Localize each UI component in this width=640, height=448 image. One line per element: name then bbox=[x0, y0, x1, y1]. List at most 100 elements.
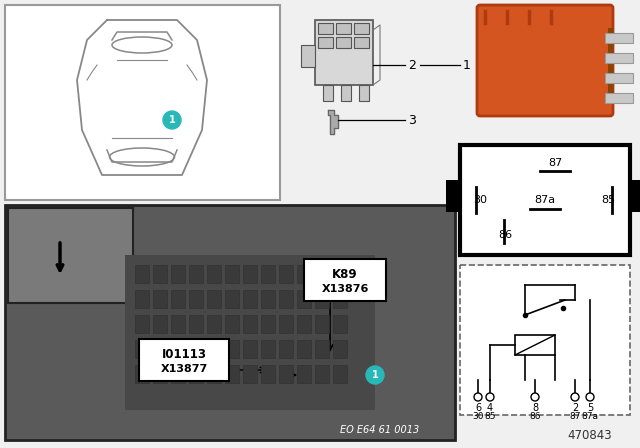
Text: 5: 5 bbox=[587, 403, 593, 413]
Bar bbox=[359, 85, 369, 101]
Bar bbox=[261, 265, 275, 283]
Bar bbox=[297, 315, 311, 333]
Bar bbox=[225, 340, 239, 358]
Bar bbox=[171, 290, 185, 308]
Bar bbox=[315, 365, 329, 383]
Circle shape bbox=[586, 393, 594, 401]
Bar bbox=[207, 340, 221, 358]
Bar bbox=[261, 340, 275, 358]
Bar bbox=[171, 365, 185, 383]
Bar bbox=[153, 340, 167, 358]
Bar bbox=[333, 340, 347, 358]
Bar bbox=[153, 265, 167, 283]
Text: 30: 30 bbox=[473, 195, 487, 205]
Bar bbox=[5, 5, 280, 200]
Bar bbox=[225, 365, 239, 383]
Bar bbox=[207, 290, 221, 308]
Bar bbox=[315, 265, 329, 283]
Bar bbox=[318, 23, 333, 34]
Text: 1: 1 bbox=[372, 370, 378, 380]
Circle shape bbox=[366, 366, 384, 384]
Bar bbox=[135, 340, 149, 358]
Bar bbox=[135, 315, 149, 333]
Text: K89: K89 bbox=[332, 267, 358, 280]
Text: I01113: I01113 bbox=[161, 348, 207, 361]
Text: 2: 2 bbox=[572, 403, 578, 413]
Text: 87a: 87a bbox=[534, 195, 556, 205]
Bar bbox=[225, 315, 239, 333]
Bar bbox=[261, 365, 275, 383]
Circle shape bbox=[531, 393, 539, 401]
Bar bbox=[153, 365, 167, 383]
Bar bbox=[171, 340, 185, 358]
Circle shape bbox=[486, 393, 494, 401]
Bar bbox=[153, 315, 167, 333]
Text: 85: 85 bbox=[484, 412, 496, 421]
Bar bbox=[261, 290, 275, 308]
Text: 87: 87 bbox=[569, 412, 580, 421]
Bar bbox=[605, 73, 633, 83]
Bar bbox=[153, 290, 167, 308]
Text: X13877: X13877 bbox=[161, 364, 207, 374]
FancyBboxPatch shape bbox=[477, 5, 613, 116]
Bar bbox=[333, 265, 347, 283]
Text: 470843: 470843 bbox=[568, 428, 612, 441]
Bar bbox=[446, 180, 462, 212]
Text: 87a: 87a bbox=[582, 412, 598, 421]
Bar bbox=[125, 255, 375, 410]
Bar bbox=[323, 85, 333, 101]
Bar bbox=[333, 290, 347, 308]
Bar bbox=[605, 33, 633, 43]
Text: 6: 6 bbox=[475, 403, 481, 413]
Bar bbox=[207, 365, 221, 383]
Bar bbox=[336, 37, 351, 48]
Bar bbox=[460, 145, 630, 255]
Bar bbox=[333, 315, 347, 333]
Bar bbox=[135, 290, 149, 308]
Circle shape bbox=[163, 111, 181, 129]
Bar bbox=[279, 265, 293, 283]
Text: EO E64 61 0013: EO E64 61 0013 bbox=[340, 425, 420, 435]
Text: 86: 86 bbox=[529, 412, 541, 421]
Bar bbox=[279, 315, 293, 333]
Bar bbox=[189, 340, 203, 358]
Bar bbox=[315, 20, 373, 85]
Bar bbox=[189, 290, 203, 308]
Circle shape bbox=[474, 393, 482, 401]
Bar bbox=[207, 315, 221, 333]
Bar bbox=[225, 290, 239, 308]
Bar bbox=[261, 315, 275, 333]
Text: 86: 86 bbox=[498, 230, 512, 240]
FancyBboxPatch shape bbox=[304, 259, 386, 301]
Bar bbox=[5, 205, 455, 440]
Bar bbox=[243, 265, 257, 283]
Bar bbox=[243, 290, 257, 308]
Bar bbox=[341, 85, 351, 101]
Bar bbox=[628, 180, 640, 212]
Text: 2: 2 bbox=[408, 59, 416, 72]
Bar bbox=[333, 365, 347, 383]
Bar bbox=[189, 315, 203, 333]
Circle shape bbox=[571, 393, 579, 401]
Text: 8: 8 bbox=[532, 403, 538, 413]
Bar bbox=[207, 265, 221, 283]
Bar bbox=[243, 365, 257, 383]
Bar bbox=[135, 265, 149, 283]
Bar bbox=[171, 315, 185, 333]
Bar bbox=[336, 23, 351, 34]
Bar bbox=[243, 340, 257, 358]
Bar bbox=[354, 23, 369, 34]
Bar bbox=[189, 265, 203, 283]
Bar bbox=[297, 265, 311, 283]
Bar bbox=[301, 45, 315, 67]
Bar bbox=[171, 265, 185, 283]
Bar bbox=[354, 37, 369, 48]
Bar bbox=[189, 365, 203, 383]
Text: 3: 3 bbox=[408, 113, 416, 126]
Bar bbox=[297, 340, 311, 358]
Bar bbox=[135, 365, 149, 383]
Text: 87: 87 bbox=[548, 158, 562, 168]
Text: 1: 1 bbox=[168, 115, 175, 125]
Bar bbox=[297, 365, 311, 383]
Text: 4: 4 bbox=[487, 403, 493, 413]
